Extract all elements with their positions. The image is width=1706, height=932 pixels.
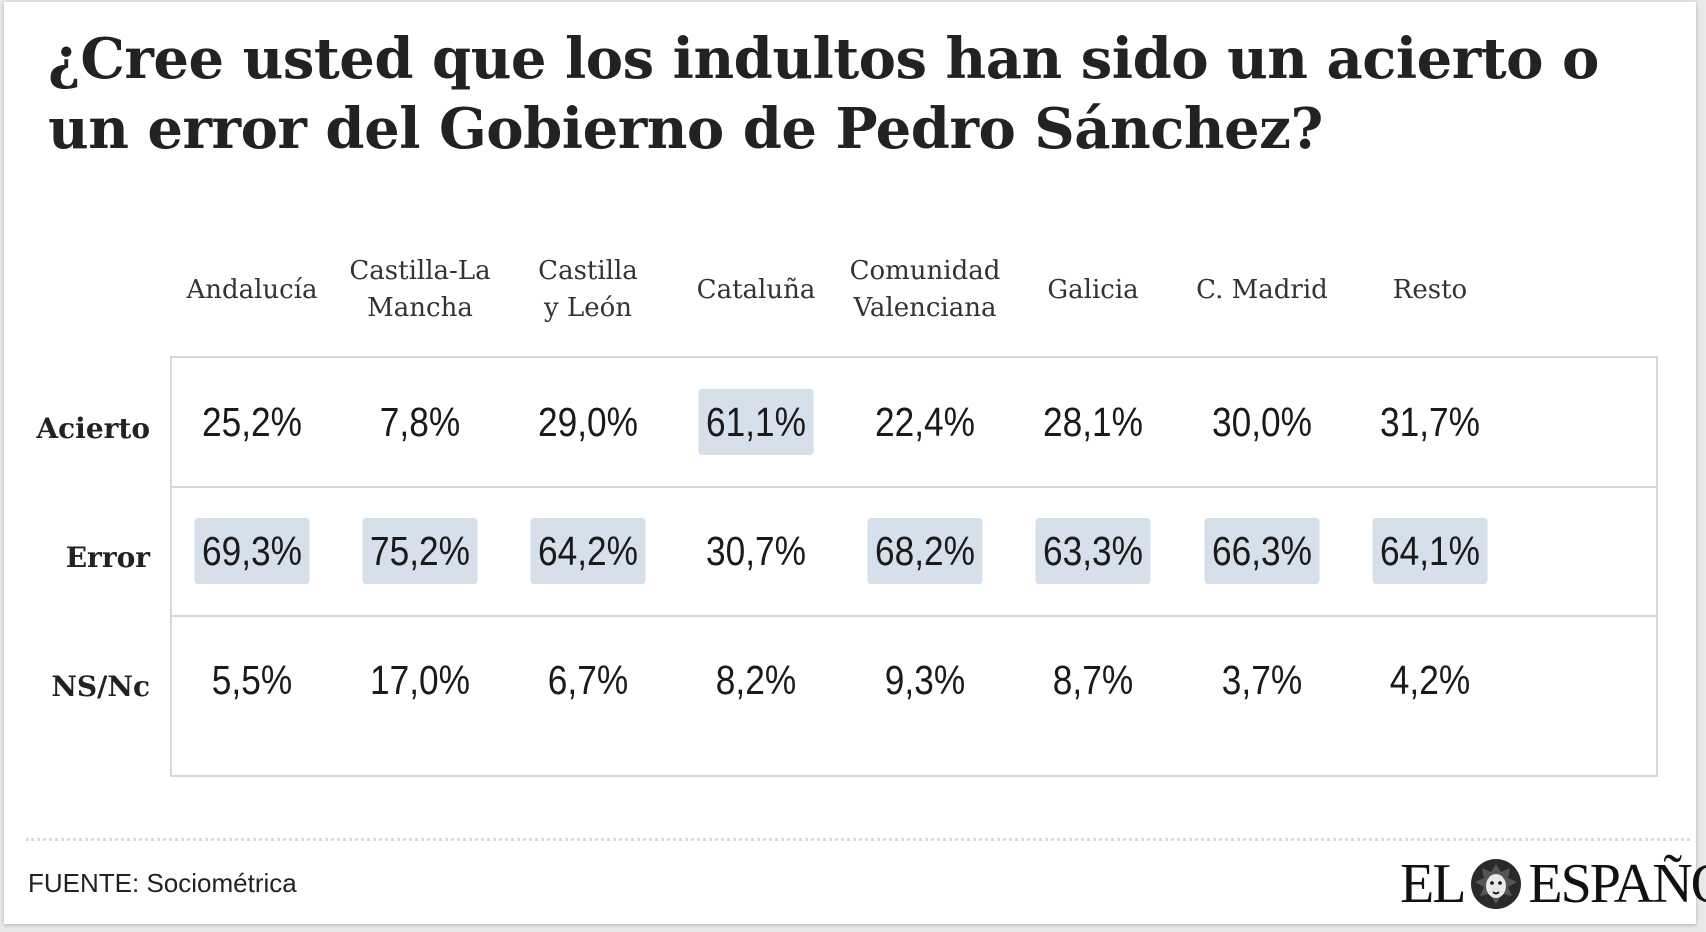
table-cell: 4,2% [1389, 656, 1471, 703]
chart-card: ¿Cree usted que los indultos han sido un… [4, 2, 1706, 924]
table-cell: 64,1% [1372, 518, 1488, 584]
logo-text-right: ESPAÑOL [1528, 853, 1706, 915]
dotted-divider [26, 838, 1690, 841]
column-header: Galicia [1047, 274, 1139, 305]
table-cell: 64,2% [530, 518, 646, 584]
column-headers: Andalucía Castilla-La Mancha Castilla y Le… [172, 240, 1660, 340]
row-label: Error [65, 541, 150, 574]
table-cell: 9,3% [884, 656, 966, 703]
table-cell: 66,3% [1204, 518, 1320, 584]
table-cell: 8,2% [715, 656, 797, 703]
logo-text-left: EL [1400, 853, 1466, 915]
row-label: Acierto [36, 412, 150, 445]
table-cell: 8,7% [1052, 656, 1134, 703]
table-cell: 28,1% [1042, 398, 1143, 445]
table-cell: 6,7% [547, 656, 629, 703]
column-header: Cataluña [696, 274, 816, 305]
table-cell: 61,1% [698, 389, 814, 455]
row-separator [172, 615, 1656, 617]
column-header: C. Madrid [1196, 274, 1328, 305]
table-cell: 5,5% [211, 656, 293, 703]
row-separator [172, 486, 1656, 488]
table-cell: 69,3% [194, 518, 310, 584]
table-cell: 29,0% [537, 398, 638, 445]
column-header: Andalucía [186, 274, 318, 305]
column-header: Resto [1392, 274, 1468, 305]
table-cell: 3,7% [1221, 656, 1303, 703]
table-cell: 31,7% [1379, 398, 1480, 445]
data-table: 25,2% 7,8% 29,0% 61,1% 22,4% 28,1% 30,0% 31,7% 6… [170, 356, 1658, 777]
table-cell: 25,2% [201, 398, 302, 445]
chart-title: ¿Cree usted que los indultos han sido un… [48, 26, 1599, 162]
table-cell: 30,0% [1211, 398, 1312, 445]
table-cell: 22,4% [874, 398, 975, 445]
column-header: Comunidad Valenciana [849, 256, 1001, 323]
lion-icon [1471, 859, 1522, 909]
column-header: Castilla-La Mancha [349, 256, 491, 323]
table-cell: 7,8% [379, 398, 461, 445]
table-cell: 75,2% [362, 518, 478, 584]
table-cell: 68,2% [867, 518, 983, 584]
column-header: Castilla y León [538, 256, 638, 323]
el-espanol-logo: EL ESPAÑOL [1400, 853, 1706, 915]
source-note: FUENTE: Sociométrica [28, 868, 297, 898]
table-cell: 30,7% [705, 527, 806, 574]
row-label: NS/Nc [51, 670, 150, 703]
table-cell: 17,0% [369, 656, 470, 703]
table-cell: 63,3% [1035, 518, 1151, 584]
